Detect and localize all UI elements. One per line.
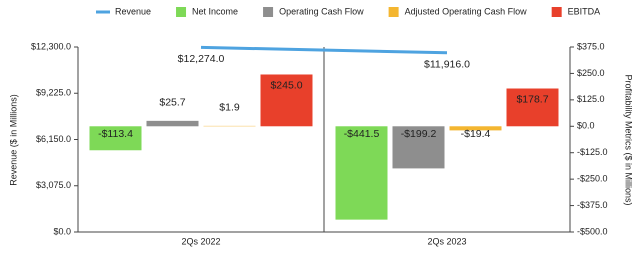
bar [506, 88, 559, 127]
data-label: $25.7 [159, 97, 185, 109]
legend-swatch [388, 7, 399, 17]
y-tick-label: $9,225.0 [36, 88, 71, 98]
legend-swatch [263, 7, 274, 17]
bar [392, 126, 445, 169]
bar [146, 120, 199, 127]
line [200, 45, 448, 55]
data-label: $178.7 [516, 93, 548, 105]
data-label: -$113.4 [98, 128, 133, 140]
bar [260, 74, 313, 127]
legend-label: Adjusted Operating Cash Flow [405, 6, 528, 16]
legend-label: Revenue [115, 6, 151, 16]
y2-tick-label: $0.0 [577, 121, 595, 131]
data-label: -$19.4 [461, 128, 491, 140]
legend-label: Net Income [192, 6, 238, 16]
y-tick-label: $0.0 [53, 226, 71, 236]
y-tick-label: $3,075.0 [36, 180, 71, 190]
bar [449, 126, 502, 131]
y2-tick-label: $375.0 [577, 41, 605, 51]
y2-tick-label: -$125.0 [577, 147, 608, 157]
legend-swatch [551, 7, 562, 17]
data-label: $245.0 [270, 79, 302, 91]
y2-tick-label: $250.0 [577, 68, 605, 78]
data-label: -$441.5 [344, 128, 380, 140]
y2-tick-label: -$250.0 [577, 174, 608, 184]
x-tick-label: 2Qs 2023 [427, 236, 466, 246]
bar [335, 126, 388, 220]
y2-tick-label: -$500.0 [577, 226, 608, 236]
legend-label: Operating Cash Flow [279, 6, 364, 16]
y2-tick-label: $125.0 [577, 94, 605, 104]
data-label: -$199.2 [401, 128, 437, 140]
data-label: $11,916.0 [424, 59, 470, 71]
legend-label: EBITDA [568, 6, 601, 16]
y-tick-label: $12,300.0 [31, 41, 71, 51]
y-axis-title: Revenue ($ in Millions) [8, 94, 18, 186]
y2-tick-label: -$375.0 [577, 200, 608, 210]
y2-axis-title: Profitability Metrics ($ in Millions) [624, 74, 634, 205]
x-tick-label: 2Qs 2022 [181, 236, 220, 246]
legend-swatch [176, 7, 187, 17]
y-tick-label: $6,150.0 [36, 134, 71, 144]
data-label: $1.9 [219, 102, 240, 114]
bar [89, 126, 142, 151]
data-label: $12,274.0 [178, 53, 225, 65]
